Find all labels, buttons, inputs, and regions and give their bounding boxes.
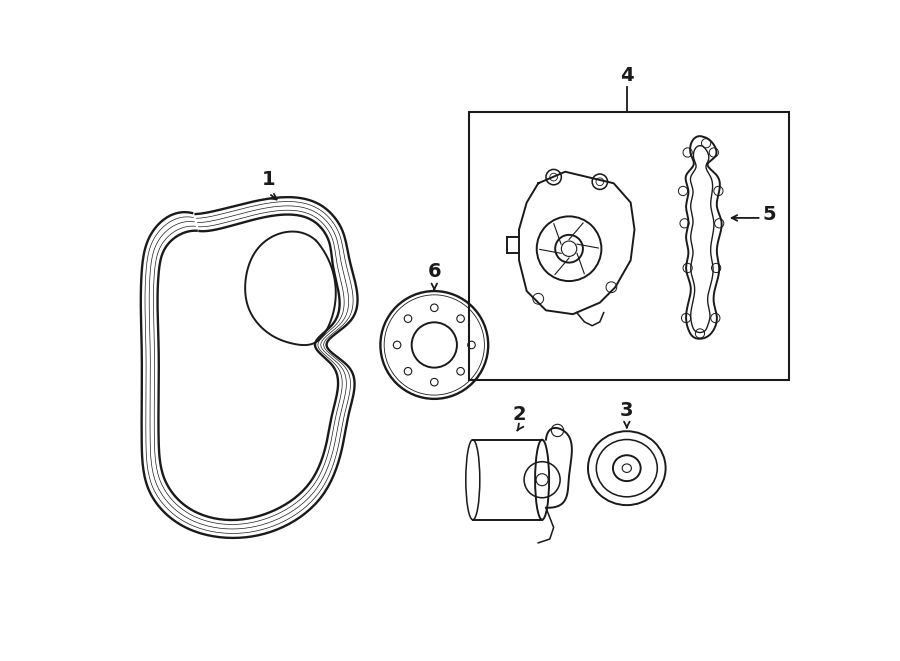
Text: 5: 5 xyxy=(762,204,776,223)
Text: 4: 4 xyxy=(620,67,634,85)
Bar xyxy=(469,112,788,379)
Text: 3: 3 xyxy=(620,401,634,420)
Text: 2: 2 xyxy=(512,405,526,424)
Text: 6: 6 xyxy=(428,262,441,282)
Text: 1: 1 xyxy=(262,170,275,189)
